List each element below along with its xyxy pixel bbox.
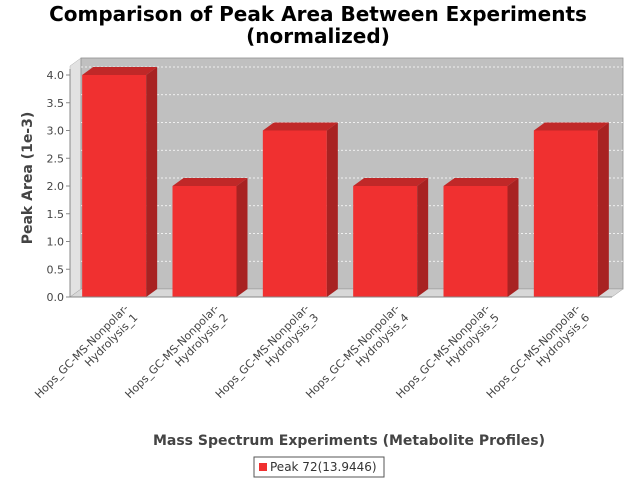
x-tick-label-line: Hops_GC-MS-Nonpolar- (32, 302, 131, 401)
bar-top-face (262, 122, 338, 131)
y-tick-label: 3.0 (47, 125, 65, 138)
plot-area (69, 57, 624, 298)
bar-top-face (443, 178, 519, 186)
bar (172, 178, 248, 297)
x-axis-label: Mass Spectrum Experiments (Metabolite Pr… (153, 433, 545, 449)
chart-title-line-2: (normalized) (246, 24, 390, 48)
y-axis-label: Peak Area (1e-3) (20, 112, 36, 245)
bar-side-face (597, 122, 609, 297)
y-tick-label: 0.0 (47, 291, 65, 304)
bars (82, 67, 609, 297)
bar (82, 67, 158, 297)
bar-top-face (82, 67, 158, 75)
x-tick-label-line: Hops_GC-MS-Nonpolar- (484, 302, 583, 401)
legend: Peak 72(13.9446) (253, 456, 385, 478)
y-tick-label: 1.5 (47, 208, 65, 221)
bar-front-face (533, 130, 598, 297)
y-tick-label: 0.5 (47, 263, 65, 276)
plot-left-wall (69, 57, 82, 298)
x-tick-label-line: Hops_GC-MS-Nonpolar- (394, 302, 493, 401)
y-tick-label: 4.0 (47, 69, 65, 82)
plot-back-panel (80, 57, 624, 290)
bar-top-face (172, 178, 248, 186)
bar-top-face (533, 122, 609, 131)
bar-side-face (236, 178, 248, 297)
bar (443, 178, 519, 297)
bar-side-face (507, 178, 519, 297)
y-tick-label: 1.0 (47, 236, 65, 249)
bar-front-face (262, 130, 327, 297)
bar-top-face (353, 178, 429, 186)
y-tick-label: 2.5 (47, 152, 65, 165)
bar-front-face (353, 186, 418, 297)
x-axis: Hops_GC-MS-Nonpolar-Hydrolysis_1Hops_GC-… (32, 296, 612, 410)
legend-frame (253, 456, 385, 478)
bar-front-face (172, 186, 237, 297)
bar-side-face (417, 178, 429, 297)
legend-swatch (259, 463, 267, 471)
chart-title: Comparison of Peak Area Between Experime… (49, 2, 587, 48)
bar (533, 122, 609, 297)
bar-side-face (146, 67, 158, 297)
x-tick-label: Hops_GC-MS-Nonpolar-Hydrolysis_6 (484, 302, 592, 410)
bar-side-face (326, 122, 338, 297)
x-tick-label-line: Hops_GC-MS-Nonpolar- (123, 302, 222, 401)
bar-front-face (443, 186, 508, 297)
bar (353, 178, 429, 297)
chart-title-line-1: Comparison of Peak Area Between Experime… (49, 2, 587, 26)
x-tick-label-line: Hops_GC-MS-Nonpolar- (303, 302, 402, 401)
bar-front-face (82, 75, 147, 297)
y-tick-label: 3.5 (47, 97, 65, 110)
bar (262, 122, 338, 297)
y-axis: 0.0 0.5 1.0 1.5 2.0 2.5 3.0 3.5 4.0 (47, 69, 71, 304)
legend-label: Peak 72(13.9446) (270, 460, 377, 474)
x-tick-label-line: Hops_GC-MS-Nonpolar- (213, 302, 312, 401)
y-tick-label: 2.0 (47, 180, 65, 193)
